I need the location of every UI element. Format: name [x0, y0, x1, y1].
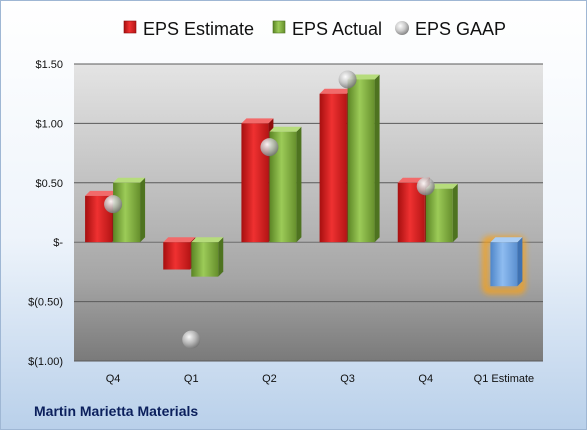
gaap-point — [416, 177, 435, 196]
y-axis: $1.50 $1.00 $0.50 $- $(0.50) $(1.00) — [28, 59, 63, 368]
bar-actual — [347, 74, 380, 243]
legend-swatch-estimate — [123, 20, 137, 34]
bar-estimate-top — [85, 190, 118, 196]
legend-item-gaap: EPS GAAP — [395, 19, 506, 39]
bar-actual-side — [218, 237, 224, 277]
gridlines — [74, 63, 543, 362]
y-tick-label: $1.50 — [35, 59, 63, 71]
x-tick-label: Q4 — [418, 373, 433, 385]
x-tick-label: Q1 — [184, 373, 199, 385]
legend-item-actual: EPS Actual — [272, 19, 382, 39]
bar-estimate — [319, 88, 352, 243]
bar-actual-side — [374, 74, 380, 243]
bar-actual — [113, 177, 146, 243]
bar-forecast-front — [490, 242, 518, 287]
gaap-point — [182, 330, 201, 349]
gaap-point — [338, 70, 357, 89]
y-tick-label: $1.00 — [35, 118, 63, 130]
legend-label-estimate: EPS Estimate — [143, 19, 254, 39]
bar-actual-top — [113, 177, 146, 183]
bar-actual-side — [452, 183, 458, 243]
gaap-point — [260, 138, 279, 157]
bar-actual-front — [113, 182, 141, 243]
bar-actual-top — [191, 237, 224, 243]
y-tick-label: $(1.00) — [28, 356, 63, 368]
legend-label-actual: EPS Actual — [292, 19, 382, 39]
gaap-layer — [104, 70, 435, 349]
bar-actual-front — [347, 79, 375, 243]
legend: EPS Estimate EPS Actual EPS GAAP — [123, 19, 506, 39]
bar-layer — [85, 74, 526, 295]
bar-estimate-front — [163, 242, 191, 270]
y-tick-label: $0.50 — [35, 178, 63, 190]
bar-estimate-top — [241, 118, 274, 124]
y-tick-label: $- — [53, 237, 63, 249]
bar-actual-front — [191, 242, 219, 277]
legend-label-gaap: EPS GAAP — [415, 19, 506, 39]
bar-actual — [191, 237, 224, 277]
bar-forecast — [490, 237, 523, 287]
bar-actual-side — [296, 126, 302, 243]
legend-item-estimate: EPS Estimate — [123, 19, 254, 39]
legend-swatch-actual — [272, 20, 286, 34]
bar-actual-top — [269, 126, 302, 132]
company-name: Martin Marietta Materials — [34, 403, 199, 419]
x-tick-label: Q3 — [340, 373, 355, 385]
x-axis: Q4 Q1 Q2 Q3 Q4 Q1 Estimate — [106, 373, 534, 385]
bar-estimate — [241, 118, 274, 243]
x-tick-label: Q4 — [106, 373, 121, 385]
legend-swatch-gaap — [395, 21, 409, 35]
bar-actual-front — [425, 188, 453, 243]
bar-forecast-top — [490, 237, 523, 243]
bar-forecast-side — [517, 237, 523, 287]
bar-estimate-top — [319, 88, 352, 94]
gaap-point — [104, 195, 123, 214]
plot-area — [74, 64, 543, 361]
bar-estimate-front — [319, 93, 347, 243]
y-tick-label: $(0.50) — [28, 297, 63, 309]
x-tick-label: Q2 — [262, 373, 277, 385]
bar-estimate — [163, 237, 196, 270]
bar-actual-side — [140, 177, 146, 243]
x-tick-label: Q1 Estimate — [474, 373, 535, 385]
bar-estimate-top — [163, 237, 196, 243]
bar-actual — [269, 126, 302, 243]
